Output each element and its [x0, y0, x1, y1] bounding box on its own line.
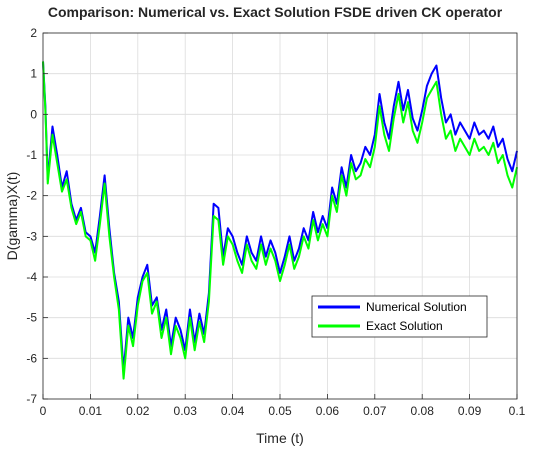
x-tick-label: 0.04	[221, 404, 245, 418]
numerical-solution-line	[42, 61, 518, 372]
chart-title: Comparison: Numerical vs. Exact Solution…	[48, 4, 503, 20]
y-axis-label: D(gamma)X(t)	[4, 172, 20, 261]
x-tick-label: 0.01	[79, 404, 103, 418]
legend-box	[311, 295, 488, 338]
x-tick-label: 0.09	[458, 404, 482, 418]
exact-solution-line	[42, 61, 518, 380]
x-axis-label: Time (t)	[256, 430, 304, 446]
y-tick-label: -1	[26, 148, 37, 162]
x-tick-label: 0.02	[126, 404, 150, 418]
y-tick-label: -3	[26, 229, 37, 243]
y-tick-label: -7	[26, 392, 37, 406]
x-tick-label: 0.1	[509, 404, 526, 418]
legend: Numerical Solution Exact Solution	[311, 295, 488, 338]
y-tick-label: 1	[30, 67, 37, 81]
y-tick-label: -5	[26, 311, 37, 325]
x-tick-label: 0.05	[268, 404, 292, 418]
y-tick-label: 0	[30, 107, 37, 121]
x-tick-label: 0.08	[411, 404, 435, 418]
x-tick-label: 0.07	[363, 404, 387, 418]
y-tick-label: -4	[26, 270, 37, 284]
y-tick-label: -6	[26, 351, 37, 365]
x-tick-label: 0.03	[174, 404, 198, 418]
y-tick-label: -2	[26, 189, 37, 203]
x-axis-ticks: 0 0.01 0.02 0.03 0.04 0.05 0.06 0.07 0.08 0.09 0.1	[40, 394, 526, 418]
x-tick-label: 0	[40, 404, 47, 418]
y-tick-label: 2	[30, 26, 37, 40]
series-layer	[42, 61, 518, 380]
legend-label-exact: Exact Solution	[366, 319, 443, 333]
x-tick-label: 0.06	[316, 404, 340, 418]
y-axis-ticks: 2 1 0 -1 -2 -3 -4 -5 -6 -7	[26, 26, 48, 406]
legend-label-numerical: Numerical Solution	[366, 300, 467, 314]
